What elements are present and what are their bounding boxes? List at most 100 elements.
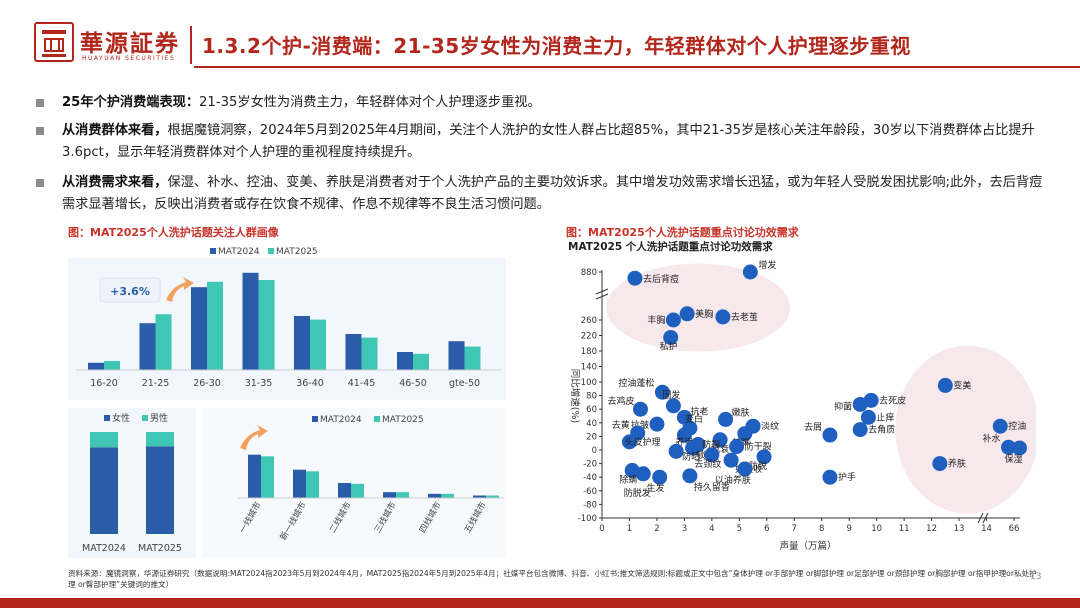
axis-break-icon bbox=[595, 288, 609, 300]
point-美脚 bbox=[737, 426, 753, 442]
bullet-3-text: 保湿、补水、控油、变美、养肤是消费者对于个人洗护产品的主要功效诉求。其中增发功效… bbox=[62, 175, 1043, 212]
highlight-area-top bbox=[606, 263, 791, 352]
x-tick-label: 6 bbox=[764, 524, 769, 534]
point-label: 除螨 bbox=[619, 473, 637, 485]
y-tick-label: 220 bbox=[581, 332, 597, 342]
point-以油养肤 bbox=[737, 461, 753, 477]
point-防干裂 bbox=[729, 439, 745, 455]
point-嫩肤 bbox=[718, 411, 734, 427]
bar-mat2024-四线城市 bbox=[428, 493, 441, 498]
y-tick-label: -100 bbox=[578, 514, 597, 524]
x-tick-label: 41-45 bbox=[348, 378, 376, 389]
x-tick-label: 21-25 bbox=[142, 378, 170, 389]
x-tick-label: 13 bbox=[954, 524, 965, 534]
bar-mat2025-一线城市 bbox=[261, 456, 274, 498]
point-养甲 bbox=[676, 427, 692, 443]
point-label: 养肤 bbox=[948, 458, 966, 470]
bullet-1-lead: 25年个护消费端表现： bbox=[62, 95, 200, 110]
highlight-area-right bbox=[895, 345, 1036, 514]
point-label: 美胸 bbox=[695, 308, 713, 320]
annotation-label: +3.6% bbox=[110, 285, 150, 298]
point-label: 去屑 bbox=[804, 421, 822, 433]
bar-女性-MAT2024 bbox=[90, 447, 118, 534]
point-label: 变美 bbox=[953, 379, 971, 391]
point-label: 防晒 bbox=[682, 450, 700, 462]
point-变美 bbox=[937, 377, 953, 393]
x-tick-label: 9 bbox=[846, 524, 851, 534]
bar-mat2024-21-25 bbox=[139, 323, 156, 370]
point-防脱 bbox=[756, 449, 772, 465]
bullet-1: 25年个护消费端表现：21-35岁女性为消费主力，年轻群体对个人护理逐步重视。 bbox=[36, 92, 1046, 114]
point-label: 去颈纹 bbox=[694, 458, 721, 470]
y-tick-label: 0 bbox=[592, 446, 597, 456]
point-抗皱 bbox=[649, 416, 665, 432]
source-note: 资料来源：魔镜洞察，华源证券研究（数据说明:MAT2024指2023年5月到20… bbox=[68, 569, 1037, 589]
legend-label: MAT2024 bbox=[218, 247, 260, 257]
bar-mat2025-36-40 bbox=[310, 319, 326, 370]
gender-chart-background bbox=[68, 408, 196, 558]
point-护手 bbox=[822, 469, 838, 485]
legend-label: MAT2025 bbox=[382, 415, 424, 425]
point-去屑 bbox=[822, 427, 838, 443]
point-抑菌 bbox=[852, 396, 868, 412]
header: 華源証券 HUAYUAN SECURITIES 1.3.2个护-消费端：21-3… bbox=[0, 0, 1080, 70]
bullet-2-lead: 从消费群体来看， bbox=[62, 123, 168, 138]
bar-mat2024-36-40 bbox=[294, 316, 310, 370]
point-label: 变白 bbox=[685, 413, 703, 425]
point-label: 防裂 bbox=[702, 439, 720, 451]
point-去后背痘 bbox=[627, 270, 643, 286]
bar-女性-MAT2025 bbox=[146, 446, 174, 534]
point-label: 止痒 bbox=[876, 411, 894, 423]
y-tick-label: -80 bbox=[583, 500, 597, 510]
y-tick-label: -40 bbox=[583, 473, 597, 483]
point-label: 丰胸 bbox=[647, 314, 665, 326]
bar-mat2025-三线城市 bbox=[396, 492, 409, 498]
x-tick-label: 10 bbox=[871, 524, 882, 534]
x-tick-label: 7 bbox=[792, 524, 797, 534]
x-tick-label: 46-50 bbox=[399, 378, 427, 389]
point-label: 保湿 bbox=[1004, 453, 1022, 465]
y-tick-label: 20 bbox=[586, 432, 597, 442]
bar-mat2025-五线城市 bbox=[486, 495, 499, 498]
x-tick-label: 4 bbox=[709, 524, 714, 534]
x-tick-label: gte-50 bbox=[449, 378, 480, 389]
x-tick-label: 26-30 bbox=[193, 378, 221, 389]
legend-label: MAT2024 bbox=[320, 415, 362, 425]
bar-mat2025-二线城市 bbox=[351, 483, 364, 498]
bar-男性-MAT2024 bbox=[90, 432, 118, 448]
point-label: 防脱 bbox=[749, 460, 767, 472]
x-tick-label: 8 bbox=[819, 524, 824, 534]
point-label: 抗老 bbox=[690, 405, 708, 417]
bar-mat2024-41-45 bbox=[345, 334, 362, 370]
point-去鸡皮 bbox=[632, 401, 648, 417]
bar-mat2024-三线城市 bbox=[383, 492, 396, 498]
bar-男性-MAT2025 bbox=[146, 432, 174, 447]
legend-swatch bbox=[142, 415, 148, 421]
point-补水 bbox=[1001, 439, 1017, 455]
legend-swatch bbox=[210, 248, 216, 254]
point-去老茧 bbox=[715, 309, 731, 325]
point-label: 控油蓬松 bbox=[618, 377, 654, 389]
point-去颈纹 bbox=[704, 447, 720, 463]
scatter-title: MAT2025 个人洗护话题重点讨论功效需求 bbox=[568, 240, 773, 253]
trend-up-arrow-icon bbox=[166, 277, 194, 302]
y-tick-label: 60 bbox=[586, 405, 597, 415]
brand-subtitle: HUAYUAN SECURITIES bbox=[82, 55, 176, 62]
legend-swatch bbox=[104, 415, 110, 421]
point-label: 补水 bbox=[982, 432, 1000, 444]
x-tick-label: 2 bbox=[654, 524, 659, 534]
point-label: 护手 bbox=[838, 471, 856, 483]
y-tick-label: 880 bbox=[581, 268, 597, 278]
y-axis-label: 同比增速(%) bbox=[569, 369, 581, 423]
y-tick-label: -20 bbox=[583, 460, 597, 470]
scatter-chart: MAT2025 个人洗护话题重点讨论功效需求 -100 -80 -60 -40 -20 0 2… bbox=[568, 240, 1036, 552]
x-tick-label: MAT2024 bbox=[82, 543, 126, 554]
point-持久留香 bbox=[682, 468, 698, 484]
header-rule bbox=[194, 66, 1080, 68]
bar-mat2024-二线城市 bbox=[338, 483, 351, 498]
y-tick-label: 100 bbox=[581, 378, 597, 388]
point-固发 bbox=[665, 398, 681, 414]
y-tick-label: -60 bbox=[583, 487, 597, 497]
point-好吸收 bbox=[723, 452, 739, 468]
point-label: 去后背痘 bbox=[643, 273, 679, 285]
